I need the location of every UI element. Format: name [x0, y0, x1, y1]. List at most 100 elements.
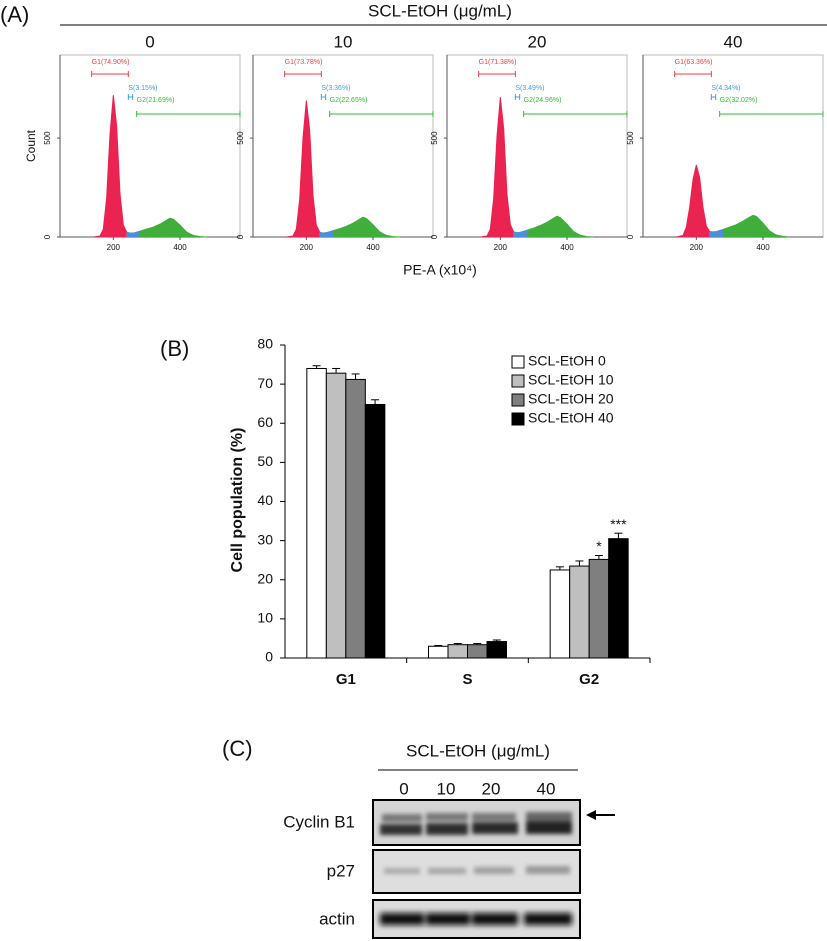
- bar: [306, 367, 327, 659]
- band: [526, 812, 572, 821]
- x-tick-label: G1: [336, 671, 356, 688]
- lane-label: 0: [399, 779, 408, 798]
- gate-label: S(3.49%): [515, 85, 544, 92]
- x-tick-label: 400: [756, 243, 770, 252]
- chart-title: 0: [145, 32, 154, 51]
- y-tick-label: 40: [257, 492, 273, 508]
- plot-frame: [642, 54, 824, 238]
- x-tick-label: G2: [579, 671, 599, 688]
- histogram-line: [513, 229, 528, 234]
- area-fill: [140, 218, 207, 237]
- chart-title: 20: [528, 32, 547, 51]
- lane-label: 20: [482, 779, 501, 798]
- histogram-line: [286, 100, 321, 238]
- bar: [325, 372, 347, 659]
- y-axis-label: Count: [24, 129, 38, 162]
- x-tick-label: 200: [300, 243, 314, 252]
- y-tick-label: 20: [257, 570, 273, 586]
- lane-label: 10: [437, 779, 456, 798]
- panel-label: (A): [0, 2, 29, 27]
- lane-label: 40: [537, 779, 556, 798]
- x-tick-label: S: [462, 671, 472, 688]
- y-tick-label: 0: [236, 234, 245, 239]
- x-tick-label: 400: [366, 243, 380, 252]
- legend-swatch: [511, 355, 525, 369]
- bar: [428, 645, 449, 659]
- chart-title: 40: [724, 32, 743, 51]
- band: [426, 913, 470, 925]
- bands: [380, 913, 572, 925]
- area-fill: [480, 97, 514, 237]
- area-fill: [527, 216, 594, 237]
- y-tick-label: 70: [257, 375, 273, 391]
- area-fill: [513, 230, 527, 237]
- band: [380, 913, 424, 925]
- y-tick-label: 50: [257, 453, 273, 469]
- y-tick-label: 0: [265, 649, 273, 665]
- band: [526, 821, 572, 834]
- histogram-line: [139, 217, 207, 238]
- y-tick-label: 0: [626, 234, 635, 239]
- histogram-line: [480, 97, 515, 238]
- gate-label: G2(24.96%): [524, 97, 562, 104]
- y-tick-label: 500: [43, 131, 52, 145]
- gate-label: G1(63.36%): [675, 59, 713, 66]
- legend-label: SCL-EtOH 20: [528, 391, 614, 407]
- legend-swatch: [511, 374, 525, 388]
- histogram-line: [722, 214, 790, 238]
- x-tick-label: 400: [560, 243, 574, 252]
- bar: [467, 644, 488, 659]
- legend-label: SCL-EtOH 40: [528, 410, 614, 426]
- band: [526, 866, 570, 874]
- blot-title: SCL-EtOH (μg/mL): [406, 741, 550, 760]
- y-tick-label: 500: [626, 131, 635, 145]
- gate-label: G2(21.69%): [137, 97, 175, 104]
- bar: [345, 378, 366, 659]
- area-fill: [676, 164, 710, 237]
- row-label: Cyclin B1: [283, 812, 355, 831]
- bar: [569, 565, 590, 659]
- band: [428, 868, 466, 874]
- y-tick-label: 80: [257, 336, 273, 352]
- legend-label: SCL-EtOH 10: [528, 372, 614, 388]
- area-fill: [93, 95, 127, 238]
- gate-label: G2(22.65%): [330, 97, 368, 104]
- area-fill: [723, 215, 790, 237]
- histogram-line: [126, 230, 141, 234]
- gate-label: S(3.15%): [128, 85, 157, 92]
- chart-title: 10: [334, 32, 353, 51]
- area-fill: [319, 230, 333, 237]
- band: [472, 813, 516, 821]
- y-tick-label: 0: [43, 234, 52, 239]
- band: [524, 913, 572, 925]
- bar: [364, 403, 386, 659]
- x-tick-label: 200: [107, 243, 121, 252]
- y-tick-label: 0: [430, 234, 439, 239]
- bar: [608, 538, 629, 659]
- area-fill: [333, 217, 400, 237]
- x-axis-label: PE-A (x10⁴): [403, 262, 477, 278]
- x-tick-label: 200: [494, 243, 508, 252]
- histogram-line: [709, 229, 724, 233]
- band: [384, 868, 420, 874]
- plot-frame: [59, 54, 241, 238]
- x-tick-label: 400: [173, 243, 187, 252]
- y-tick-label: 60: [257, 414, 273, 430]
- area-fill: [286, 100, 320, 237]
- gate-label: S(3.36%): [321, 85, 350, 92]
- panel-title: SCL-EtOH (μg/mL): [368, 1, 512, 20]
- histogram-line: [319, 230, 334, 234]
- gate-label: G1(73.78%): [285, 59, 323, 66]
- histogram-line: [332, 216, 400, 238]
- row-label: p27: [327, 861, 355, 880]
- band: [472, 822, 518, 834]
- significance-label: *: [596, 538, 602, 554]
- legend-label: SCL-EtOH 0: [528, 353, 606, 369]
- plot-frame: [446, 54, 628, 238]
- significance-label: ***: [610, 516, 627, 532]
- gate-label: G2(32.02%): [720, 97, 758, 104]
- gate-label: G1(74.90%): [92, 59, 130, 66]
- gate-label: G1(71.38%): [479, 59, 517, 66]
- histogram-line: [676, 164, 711, 238]
